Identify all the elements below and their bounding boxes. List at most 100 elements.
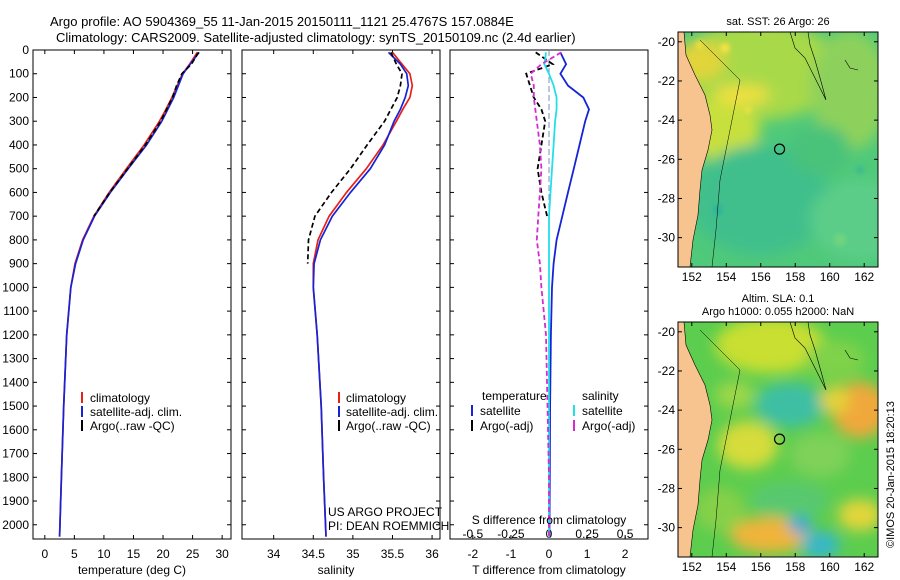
lon-tick-label: 156 [751, 560, 771, 574]
x-tick-label: 2 [622, 547, 629, 561]
lon-tick-label: 154 [716, 560, 736, 574]
x-tick-label: 25 [186, 547, 200, 561]
y-tick-label: 1000 [2, 280, 29, 294]
legend-label-argo: Argo(..raw -QC) [90, 419, 175, 433]
x-tick-label: 34.5 [302, 547, 326, 561]
legend-label-satellite: satellite-adj. clim. [90, 405, 182, 419]
legend-title-temperature: temperature [482, 389, 547, 403]
y-tick-label: 1500 [2, 399, 29, 413]
lat-tick-label: -30 [658, 231, 676, 245]
x-tick-label: 0 [41, 547, 48, 561]
sst-map-frame [677, 31, 879, 268]
temperature-plot-frame [32, 49, 232, 540]
y-tick-label: 800 [9, 233, 29, 247]
y-tick-label: 1600 [2, 423, 29, 437]
sla-map-subtitle: Argo h1000: 0.055 h2000: NaN [702, 306, 854, 318]
y-tick-label: 600 [9, 185, 29, 199]
difference-series [525, 50, 590, 539]
series-line-salinity-argo-adj- [529, 51, 562, 537]
lon-tick-label: 158 [785, 560, 805, 574]
legend-label-argo: Argo(..raw -QC) [346, 419, 431, 433]
y-tick-label: 1100 [3, 304, 29, 318]
salinity-legend: climatology satellite-adj. clim. Argo(..… [338, 391, 438, 433]
x-tick-label: 15 [127, 547, 141, 561]
series-line-satellite-adj-clim- [312, 51, 410, 537]
credit-project: US ARGO PROJECT [328, 505, 443, 519]
y-tick-label: 200 [9, 90, 29, 104]
top-x-tick-label: 0.5 [617, 527, 634, 541]
legend-label-s-argo: Argo(-adj) [582, 419, 635, 433]
y-tick-label: 500 [9, 162, 29, 176]
argo-float-marker [773, 433, 786, 445]
y-tick-label: 1700 [2, 447, 29, 461]
y-tick-label: 1300 [2, 352, 29, 366]
x-tick-label: 5 [71, 547, 78, 561]
t-difference-xlabel: T difference from climatology [472, 563, 626, 577]
argo-float-marker [773, 143, 786, 155]
sst-map [678, 32, 878, 267]
sla-map-title: Altim. SLA: 0.1 [742, 293, 815, 305]
x-tick-label: 35 [346, 547, 360, 561]
x-tick-label: 30 [215, 547, 229, 561]
lat-tick-label: -28 [658, 481, 676, 495]
salinity-series [306, 51, 414, 537]
lon-tick-label: 160 [820, 270, 840, 284]
lat-tick-label: -24 [658, 403, 676, 417]
lon-tick-label: 152 [682, 560, 702, 574]
lon-tick-label: 156 [751, 270, 771, 284]
top-x-tick-label: -0.25 [497, 527, 525, 541]
y-tick-label: 1800 [2, 470, 29, 484]
difference-axis-ticks: -2 -1 0 1 2-0.5 -0.25 0 0.25 0.5 [450, 49, 648, 561]
y-tick-label: 900 [9, 257, 29, 271]
lat-tick-label: -24 [658, 113, 676, 127]
lat-tick-label: -26 [658, 152, 676, 166]
legend-label-s-satellite: satellite [582, 404, 623, 418]
difference-legend: temperature salinity satellite Argo(-adj… [471, 389, 635, 433]
salinity-xlabel: salinity [318, 563, 355, 577]
lat-tick-label: -22 [658, 74, 676, 88]
y-tick-label: 2000 [2, 518, 29, 532]
sla-map-axis-ticks: 152 154 156 158 160 162 -20 -22 -24 -26 -28 -30 [658, 322, 878, 574]
lat-tick-label: -20 [658, 325, 676, 339]
top-x-tick-label: -0.5 [463, 527, 484, 541]
lat-tick-label: -22 [658, 364, 676, 378]
y-tick-label: 1400 [2, 375, 29, 389]
series-line-argo-raw-qc- [93, 51, 200, 217]
temperature-legend: climatology satellite-adj. clim. Argo(..… [81, 391, 182, 433]
s-difference-xlabel: S difference from climatology [472, 513, 627, 527]
legend-label-satellite: satellite-adj. clim. [346, 405, 438, 419]
lat-tick-label: -28 [658, 191, 676, 205]
lon-tick-label: 162 [854, 270, 874, 284]
series-line-climatology [58, 51, 199, 537]
x-tick-label: -1 [506, 547, 517, 561]
x-tick-label: 36 [425, 547, 439, 561]
series-line-temperature-satellite [548, 52, 590, 537]
lon-tick-label: 154 [716, 270, 736, 284]
y-tick-label: 1200 [2, 328, 29, 342]
temperature-xlabel: temperature (deg C) [78, 563, 186, 577]
imos-stamp: ©IMOS 20-Jan-2015 18:20:13 [885, 401, 897, 548]
salinity-plot-frame [241, 49, 441, 540]
legend-label-t-argo: Argo(-adj) [480, 419, 533, 433]
legend-label-climatology: climatology [90, 391, 150, 405]
temperature-series [58, 51, 200, 537]
series-line-argo-raw-qc- [306, 52, 403, 264]
temperature-axis-ticks: 0 5 10 15 20 25 300100200300400500600700800900… [2, 43, 231, 561]
salinity-axis-ticks: 34 34.5 35 35.5 36 [242, 49, 440, 561]
lon-tick-label: 162 [854, 560, 874, 574]
lon-tick-label: 158 [785, 270, 805, 284]
x-tick-label: -2 [468, 547, 479, 561]
x-tick-label: 10 [97, 547, 111, 561]
sla-map-frame [677, 321, 879, 558]
sst-map-title: sat. SST: 26 Argo: 26 [726, 16, 829, 28]
header-line-2: Climatology: CARS2009. Satellite-adjuste… [56, 30, 576, 45]
x-tick-label: 1 [584, 547, 591, 561]
series-line-satellite-adj-clim- [58, 51, 200, 537]
series-line-salinity-satellite [543, 52, 558, 537]
x-tick-label: 0 [546, 547, 553, 561]
lon-tick-label: 152 [682, 270, 702, 284]
legend-label-climatology: climatology [346, 391, 406, 405]
header-line-1: Argo profile: AO 5904369_55 11-Jan-2015 … [50, 14, 514, 29]
lat-tick-label: -20 [658, 35, 676, 49]
